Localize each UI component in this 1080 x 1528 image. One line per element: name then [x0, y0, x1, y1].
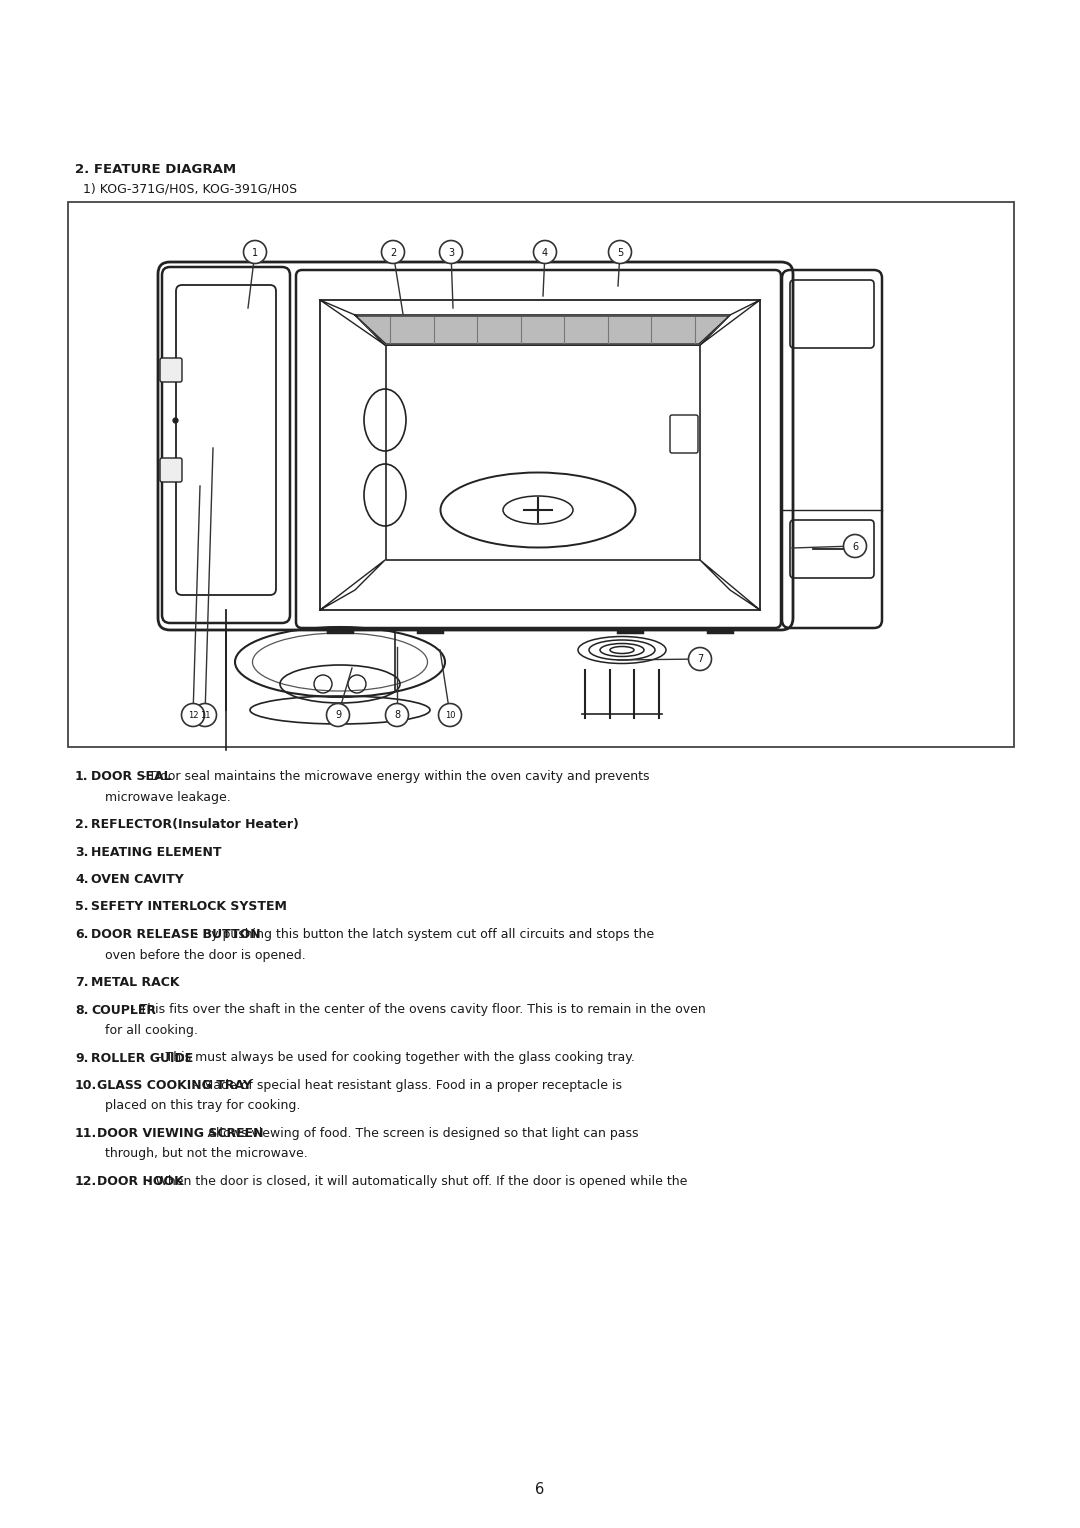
Text: DOOR RELEASE BUTTON: DOOR RELEASE BUTTON	[91, 927, 261, 941]
Text: - This must always be used for cooking together with the glass cooking tray.: - This must always be used for cooking t…	[153, 1051, 635, 1065]
Text: 6: 6	[852, 541, 859, 552]
Text: placed on this tray for cooking.: placed on this tray for cooking.	[105, 1100, 300, 1112]
Text: 8: 8	[394, 711, 400, 721]
Circle shape	[608, 240, 632, 263]
Text: 3.: 3.	[75, 845, 89, 859]
Text: 4: 4	[542, 248, 548, 258]
Circle shape	[193, 703, 216, 726]
Text: DOOR VIEWING SCREEN: DOOR VIEWING SCREEN	[96, 1128, 264, 1140]
Text: HEATING ELEMENT: HEATING ELEMENT	[91, 845, 221, 859]
Text: ROLLER GUIDE: ROLLER GUIDE	[91, 1051, 193, 1065]
Text: OVEN CAVITY: OVEN CAVITY	[91, 872, 184, 886]
Text: 3: 3	[448, 248, 454, 258]
Text: - When the door is closed, it will automatically shut off. If the door is opened: - When the door is closed, it will autom…	[144, 1175, 688, 1187]
Text: GLASS COOKING TRAY: GLASS COOKING TRAY	[96, 1079, 252, 1093]
Polygon shape	[356, 316, 729, 344]
Text: 1) KOG-371G/H0S, KOG-391G/H0S: 1) KOG-371G/H0S, KOG-391G/H0S	[75, 183, 297, 196]
Text: REFLECTOR(Insulator Heater): REFLECTOR(Insulator Heater)	[91, 817, 299, 831]
FancyBboxPatch shape	[160, 358, 183, 382]
Text: 5.: 5.	[75, 900, 89, 914]
Text: - Made of special heat resistant glass. Food in a proper receptacle is: - Made of special heat resistant glass. …	[190, 1079, 622, 1093]
Text: - This fits over the shaft in the center of the ovens cavity floor. This is to r: - This fits over the shaft in the center…	[127, 1004, 706, 1016]
FancyBboxPatch shape	[160, 458, 183, 481]
Text: 9: 9	[335, 711, 341, 721]
Circle shape	[381, 240, 405, 263]
Text: 11.: 11.	[75, 1128, 97, 1140]
Circle shape	[534, 240, 556, 263]
Text: 2. FEATURE DIAGRAM: 2. FEATURE DIAGRAM	[75, 163, 237, 176]
Text: 9.: 9.	[75, 1051, 89, 1065]
Text: oven before the door is opened.: oven before the door is opened.	[105, 949, 306, 961]
Text: - Allows viewing of food. The screen is designed so that light can pass: - Allows viewing of food. The screen is …	[194, 1128, 638, 1140]
Text: 5: 5	[617, 248, 623, 258]
Text: 10: 10	[445, 711, 456, 720]
Text: 4.: 4.	[75, 872, 89, 886]
Text: 6: 6	[536, 1482, 544, 1497]
Text: 7.: 7.	[75, 976, 89, 989]
Text: SEFETY INTERLOCK SYSTEM: SEFETY INTERLOCK SYSTEM	[91, 900, 287, 914]
Text: COUPLER: COUPLER	[91, 1004, 157, 1016]
Circle shape	[181, 703, 204, 726]
Bar	[68, 202, 1014, 747]
Text: DOOR HOOK: DOOR HOOK	[96, 1175, 184, 1187]
Circle shape	[386, 703, 408, 726]
Text: 7: 7	[697, 654, 703, 665]
Circle shape	[326, 703, 350, 726]
Text: 10.: 10.	[75, 1079, 97, 1093]
Text: 1.: 1.	[75, 770, 89, 782]
Text: - Door seal maintains the microwave energy within the oven cavity and prevents: - Door seal maintains the microwave ener…	[138, 770, 649, 782]
Text: 11: 11	[200, 711, 211, 720]
Text: 6.: 6.	[75, 927, 89, 941]
Text: - By pushing this button the latch system cut off all circuits and stops the: - By pushing this button the latch syste…	[189, 927, 653, 941]
Text: METAL RACK: METAL RACK	[91, 976, 179, 989]
Circle shape	[243, 240, 267, 263]
Circle shape	[843, 535, 866, 558]
Text: 8.: 8.	[75, 1004, 89, 1016]
Text: DOOR SEAL: DOOR SEAL	[91, 770, 172, 782]
Circle shape	[689, 648, 712, 671]
Text: 12.: 12.	[75, 1175, 97, 1187]
Text: 12: 12	[188, 711, 199, 720]
Text: microwave leakage.: microwave leakage.	[105, 790, 231, 804]
Text: 1: 1	[252, 248, 258, 258]
Circle shape	[438, 703, 461, 726]
Text: 2.: 2.	[75, 817, 89, 831]
Text: through, but not the microwave.: through, but not the microwave.	[105, 1148, 308, 1160]
Text: for all cooking.: for all cooking.	[105, 1024, 198, 1038]
Text: 2: 2	[390, 248, 396, 258]
Circle shape	[440, 240, 462, 263]
